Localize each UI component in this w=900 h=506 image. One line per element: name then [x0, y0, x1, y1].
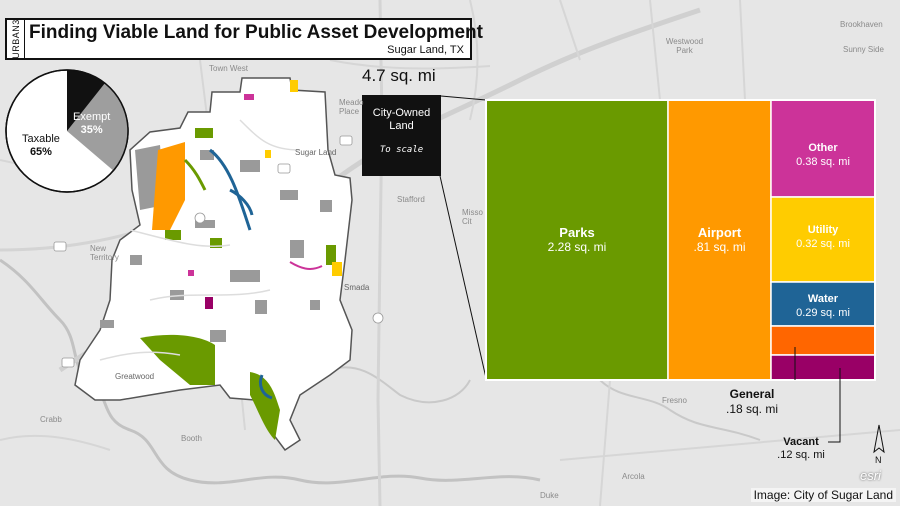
- general-callout: General .18 sq. mi: [712, 387, 792, 417]
- general-value: .18 sq. mi: [725, 402, 779, 416]
- utility-label-block: Utility 0.32 sq. mi: [771, 223, 875, 251]
- parks-name: Parks: [559, 225, 595, 240]
- exempt-value: 35%: [80, 124, 103, 136]
- tm-general: [770, 325, 876, 356]
- tm-airport: [667, 99, 772, 381]
- map-label-westwood-park: Westwood Park: [665, 37, 704, 55]
- map-label-booth: Booth: [181, 434, 202, 443]
- page-title: Finding Viable Land for Public Asset Dev…: [29, 22, 483, 43]
- water-value: 0.29 sq. mi: [796, 307, 850, 319]
- map-label-brookhaven: Brookhaven: [840, 20, 883, 29]
- map-label-meadows-place: Meado Place: [339, 98, 364, 116]
- taxable-label: Taxable: [22, 133, 60, 145]
- tm-water: [770, 281, 876, 327]
- city-owned-area: 4.7 sq. mi: [362, 66, 436, 85]
- other-label-block: Other 0.38 sq. mi: [771, 141, 875, 169]
- utility-value: 0.32 sq. mi: [796, 238, 850, 250]
- water-name: Water: [807, 293, 839, 305]
- other-name: Other: [808, 142, 838, 154]
- map-label-missouri-city: Misso Cit: [462, 208, 483, 226]
- land-share-pie: [5, 69, 129, 193]
- north-arrow-icon: [873, 424, 885, 454]
- tm-utility: [770, 196, 876, 283]
- parks-value: 2.28 sq. mi: [547, 240, 607, 254]
- brazos-river: [0, 258, 541, 485]
- connector-bottom: [439, 175, 487, 379]
- map-label-sunny-side: Sunny Side: [843, 45, 884, 54]
- map-label-sugar-land: Sugar Land: [295, 148, 337, 157]
- map-label-crabb: Crabb: [40, 415, 62, 424]
- page-subtitle: Sugar Land, TX: [387, 44, 464, 56]
- general-name: General: [729, 387, 775, 401]
- pie-city-owned-slice: [67, 70, 105, 131]
- tm-parks: [485, 99, 669, 381]
- city-owned-box: City-Owned Land To scale: [362, 95, 441, 176]
- map-label-arcola: Arcola: [622, 472, 645, 481]
- map-label-duke: Duke: [540, 491, 559, 500]
- parks-label-block: Parks 2.28 sq. mi: [486, 225, 668, 255]
- map-label-greatwood: Greatwood: [115, 372, 155, 381]
- vacant-callout: Vacant .12 sq. mi: [774, 436, 828, 462]
- pie-exempt-label: Exempt 35%: [73, 111, 110, 137]
- treemap: [485, 99, 876, 381]
- esri-logo: esri: [860, 468, 881, 483]
- city-owned-label: City-Owned Land: [372, 107, 431, 132]
- highway-shields: [53, 135, 384, 368]
- map-label-new-territory: New Territory: [90, 244, 119, 262]
- map-label-town-west: Town West: [209, 64, 248, 73]
- tm-other: [770, 99, 876, 198]
- water-label-block: Water 0.29 sq. mi: [771, 292, 875, 320]
- map-label-smada: Smada: [344, 283, 370, 292]
- pie-taxable-label: Taxable 65%: [22, 133, 60, 159]
- utility-name: Utility: [807, 224, 839, 236]
- exempt-label: Exempt: [73, 111, 111, 123]
- north-arrow-label: N: [875, 455, 882, 465]
- taxable-value: 65%: [29, 146, 52, 158]
- title-box: URBAN3 Finding Viable Land for Public As…: [5, 18, 483, 60]
- scale-note: To scale: [379, 145, 424, 155]
- brand-text: URBAN3: [10, 19, 21, 59]
- map-label-stafford: Stafford: [397, 195, 425, 204]
- image-credit: Image: City of Sugar Land: [750, 488, 896, 502]
- vacant-value: .12 sq. mi: [777, 449, 825, 461]
- airport-value: .81 sq. mi: [693, 240, 746, 254]
- tm-vacant: [770, 354, 876, 381]
- city-owned-parcels: [140, 80, 342, 440]
- brand-logo: URBAN3: [7, 19, 25, 59]
- connector-top: [440, 95, 487, 101]
- vacant-name: Vacant: [783, 436, 819, 448]
- vacant-leader: [828, 368, 841, 443]
- airport-name: Airport: [697, 225, 742, 240]
- map-label-fresno: Fresno: [662, 396, 687, 405]
- other-value: 0.38 sq. mi: [796, 156, 850, 168]
- airport-label-block: Airport .81 sq. mi: [668, 225, 771, 255]
